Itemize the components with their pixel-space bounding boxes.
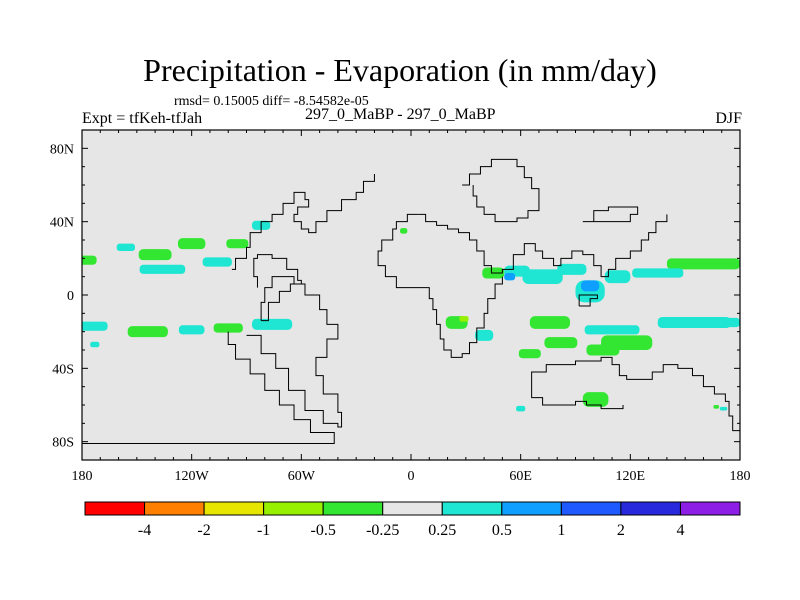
anomaly-patch <box>657 317 731 328</box>
anomaly-patch <box>178 325 205 335</box>
runs-label: 297_0_MaBP - 297_0_MaBP <box>305 106 496 123</box>
anomaly-patch <box>251 318 293 330</box>
coastline-layer <box>82 158 740 446</box>
anomaly-patch <box>226 239 249 249</box>
anomaly-patch <box>586 344 620 356</box>
x-tick-label: 60E <box>509 469 532 484</box>
anomaly-patch <box>177 238 206 250</box>
anomaly-patch <box>522 269 563 284</box>
anomaly-patch <box>459 316 469 322</box>
y-tick-label: 80S <box>52 436 74 451</box>
anomaly-patch <box>582 392 609 407</box>
anomaly-patch <box>544 337 578 349</box>
x-tick-label: 120E <box>616 469 646 484</box>
anomaly-patch <box>725 317 740 328</box>
anomaly-patch <box>516 405 526 412</box>
stats-label: rmsd= 0.15005 diff= -8.54582e-05 <box>174 94 369 109</box>
chart-title: Precipitation - Evaporation (in mm/day) <box>143 52 657 88</box>
anomaly-patch <box>116 243 136 251</box>
x-tick-label: 180 <box>730 469 751 484</box>
anomaly-patch <box>584 325 640 335</box>
anomaly-layer <box>82 220 740 412</box>
anomaly-patch <box>719 406 728 411</box>
x-tick-label: 180 <box>72 469 93 484</box>
anomaly-patch <box>202 257 232 267</box>
x-tick-label: 60W <box>288 469 316 484</box>
coastline <box>582 206 639 223</box>
anomaly-patch <box>213 323 243 333</box>
experiment-label: Expt = tfKeh-tfJah <box>82 110 203 127</box>
anomaly-patch <box>518 349 541 359</box>
anomaly-patch <box>529 316 571 329</box>
coastline <box>377 213 503 358</box>
anomaly-patch <box>713 405 719 409</box>
coastline <box>538 356 740 446</box>
y-tick-label: 40S <box>52 362 74 377</box>
anomaly-patch <box>557 263 587 275</box>
anomaly-patch <box>139 264 186 274</box>
x-tick-label: 0 <box>408 469 415 484</box>
y-tick-label: 40N <box>50 216 74 231</box>
anomaly-patch <box>138 249 172 261</box>
coastline <box>578 294 598 307</box>
anomaly-patch <box>127 326 168 338</box>
anomaly-patch <box>400 228 408 234</box>
coastline <box>231 174 375 270</box>
coastline <box>246 276 343 428</box>
season-label: DJF <box>715 110 742 127</box>
y-tick-label: 0 <box>67 289 74 304</box>
anomaly-patch <box>82 255 97 265</box>
x-tick-label: 120W <box>175 469 210 484</box>
coastline <box>462 158 540 223</box>
coastline <box>82 331 335 444</box>
y-tick-label: 80N <box>50 142 74 157</box>
anomaly-patch <box>632 268 684 278</box>
anomaly-patch <box>474 329 494 341</box>
anomaly-patch <box>604 270 631 284</box>
anomaly-patch <box>504 273 516 281</box>
anomaly-patch <box>580 280 600 292</box>
anomaly-patch <box>82 321 108 331</box>
coastline <box>253 254 302 322</box>
plot-background <box>82 130 740 460</box>
anomaly-patch <box>90 341 100 348</box>
coastline <box>418 213 668 278</box>
anomaly-patch <box>666 258 740 270</box>
coastline <box>531 371 624 410</box>
